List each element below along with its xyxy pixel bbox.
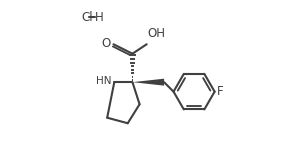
Text: O: O <box>101 37 111 50</box>
Text: H: H <box>95 11 104 24</box>
Text: F: F <box>217 85 223 98</box>
Text: OH: OH <box>147 27 166 40</box>
Polygon shape <box>132 79 164 86</box>
Text: HN: HN <box>96 76 111 86</box>
Text: Cl: Cl <box>81 11 93 24</box>
